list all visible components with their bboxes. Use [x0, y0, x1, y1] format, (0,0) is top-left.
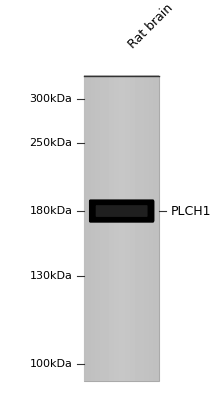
- FancyBboxPatch shape: [89, 200, 154, 222]
- FancyBboxPatch shape: [89, 200, 154, 222]
- FancyBboxPatch shape: [91, 202, 152, 220]
- FancyBboxPatch shape: [90, 201, 153, 221]
- FancyBboxPatch shape: [91, 202, 152, 220]
- FancyBboxPatch shape: [96, 205, 148, 217]
- FancyBboxPatch shape: [90, 200, 154, 222]
- FancyBboxPatch shape: [90, 200, 153, 222]
- FancyBboxPatch shape: [90, 200, 153, 222]
- FancyBboxPatch shape: [89, 200, 154, 222]
- FancyBboxPatch shape: [91, 202, 152, 220]
- FancyBboxPatch shape: [90, 200, 154, 222]
- Text: 250kDa: 250kDa: [29, 138, 72, 148]
- FancyBboxPatch shape: [91, 201, 153, 221]
- FancyBboxPatch shape: [91, 201, 152, 221]
- FancyBboxPatch shape: [90, 201, 153, 221]
- FancyBboxPatch shape: [91, 202, 152, 220]
- FancyBboxPatch shape: [92, 202, 152, 220]
- Text: Rat brain: Rat brain: [126, 2, 176, 52]
- FancyBboxPatch shape: [90, 201, 153, 221]
- FancyBboxPatch shape: [89, 200, 154, 222]
- Text: 130kDa: 130kDa: [30, 271, 72, 281]
- Text: 300kDa: 300kDa: [30, 94, 72, 104]
- Text: PLCH1: PLCH1: [171, 204, 211, 218]
- Text: 100kDa: 100kDa: [30, 358, 72, 368]
- Bar: [85, 76, 159, 381]
- Text: 180kDa: 180kDa: [29, 206, 72, 216]
- FancyBboxPatch shape: [91, 202, 152, 220]
- FancyBboxPatch shape: [91, 201, 153, 221]
- FancyBboxPatch shape: [89, 200, 154, 222]
- FancyBboxPatch shape: [91, 202, 152, 220]
- FancyBboxPatch shape: [89, 200, 154, 222]
- FancyBboxPatch shape: [90, 201, 153, 221]
- FancyBboxPatch shape: [91, 201, 153, 221]
- FancyBboxPatch shape: [90, 200, 153, 222]
